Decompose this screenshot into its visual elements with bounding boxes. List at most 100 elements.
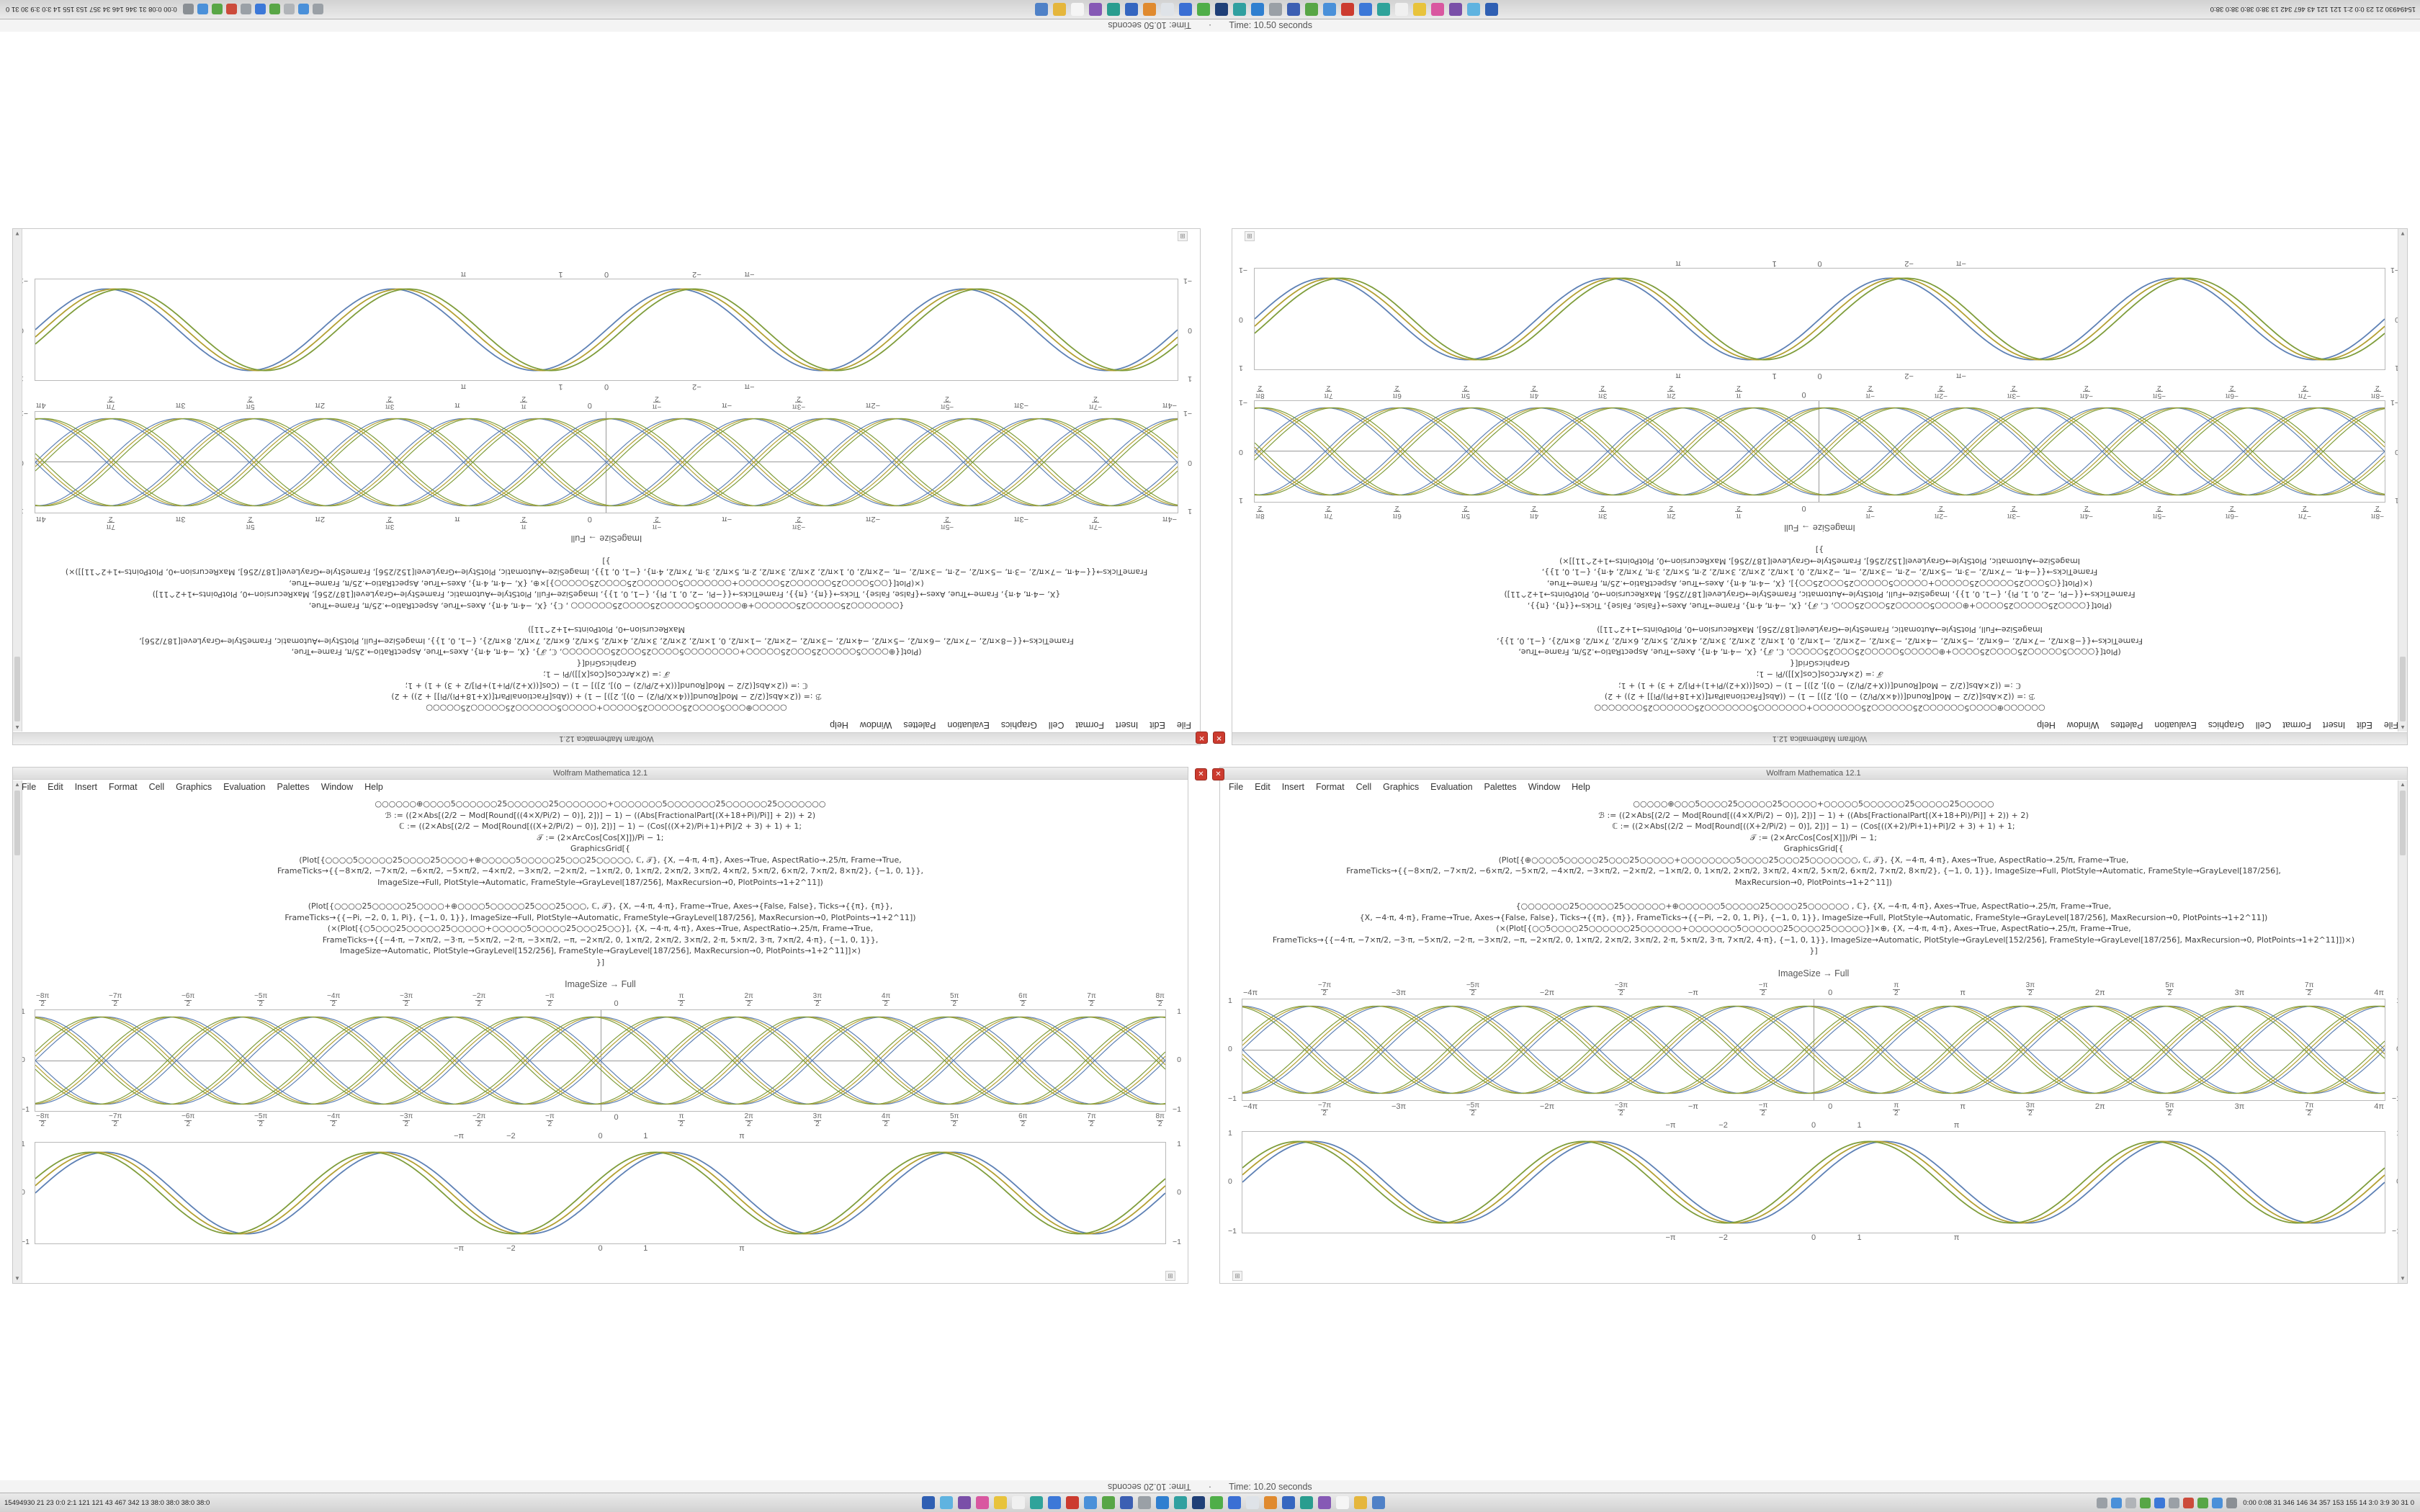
taskbar-app-icon-3[interactable] — [1449, 3, 1463, 16]
taskbar-app-icon-9[interactable] — [1341, 3, 1355, 16]
tray-icon-2[interactable] — [2111, 1497, 2123, 1508]
taskbar-app-icon-11[interactable] — [1305, 3, 1319, 16]
menu-item-evaluation[interactable]: Evaluation — [947, 720, 990, 730]
taskbar-app-icon-11[interactable] — [1101, 1496, 1115, 1509]
scrollbar[interactable]: ▲ ▼ — [13, 780, 22, 1283]
menu-item-graphics[interactable]: Graphics — [1000, 720, 1037, 730]
taskbar-app-icon-13[interactable] — [1137, 1496, 1151, 1509]
scroll-up-icon[interactable]: ▲ — [2400, 724, 2406, 731]
resize-grip[interactable]: ⊞ — [1165, 1271, 1175, 1281]
scroll-up-icon[interactable]: ▲ — [14, 724, 20, 731]
taskbar-app-icon-15[interactable] — [1173, 1496, 1187, 1509]
menu-item-help[interactable]: Help — [364, 782, 383, 792]
scroll-down-icon[interactable]: ▼ — [2400, 230, 2406, 237]
menu-item-insert[interactable]: Insert — [1281, 782, 1304, 792]
taskbar-app-icon-21[interactable] — [1125, 3, 1139, 16]
taskbar-app-icon-7[interactable] — [1029, 1496, 1043, 1509]
tray-icon-9[interactable] — [2212, 1497, 2223, 1508]
taskbar-app-icon-6[interactable] — [1395, 3, 1409, 16]
taskbar-app-icon-24[interactable] — [1071, 3, 1085, 16]
tray-icon-7[interactable] — [2183, 1497, 2195, 1508]
close-icon[interactable]: ✕ — [1213, 732, 1225, 744]
taskbar-app-icon-3[interactable] — [957, 1496, 971, 1509]
tray-icon-8[interactable] — [2197, 1497, 2209, 1508]
menu-item-graphics[interactable]: Graphics — [2208, 720, 2244, 730]
taskbar-app-icon-10[interactable] — [1083, 1496, 1097, 1509]
taskbar-app-icon-4[interactable] — [975, 1496, 989, 1509]
taskbar-app-icon-8[interactable] — [1047, 1496, 1061, 1509]
menu-item-graphics[interactable]: Graphics — [1383, 782, 1420, 792]
tray-icon-8[interactable] — [211, 4, 223, 15]
menu-item-window[interactable]: Window — [2066, 720, 2099, 730]
menu-item-insert[interactable]: Insert — [74, 782, 97, 792]
menu-item-edit[interactable]: Edit — [48, 782, 63, 792]
tray-icon-1[interactable] — [2097, 1497, 2108, 1508]
menu-item-window[interactable]: Window — [1528, 782, 1561, 792]
taskbar-app-icon-16[interactable] — [1215, 3, 1229, 16]
menu-item-cell[interactable]: Cell — [1355, 782, 1372, 792]
resize-grip[interactable]: ⊞ — [1245, 231, 1255, 241]
scroll-up-icon[interactable]: ▲ — [14, 781, 20, 788]
scroll-down-icon[interactable]: ▼ — [2400, 1275, 2406, 1282]
menu-item-file[interactable]: File — [2383, 720, 2398, 730]
tray-icon-1[interactable] — [312, 4, 323, 15]
menu-item-cell[interactable]: Cell — [1048, 720, 1065, 730]
scrollbar-thumb[interactable] — [2400, 791, 2406, 855]
scroll-up-icon[interactable]: ▲ — [2400, 781, 2406, 788]
menu-item-graphics[interactable]: Graphics — [176, 782, 212, 792]
tray-icon-7[interactable] — [225, 4, 237, 15]
menu-item-format[interactable]: Format — [2282, 720, 2312, 730]
scroll-down-icon[interactable]: ▼ — [14, 1275, 20, 1282]
menu-item-evaluation[interactable]: Evaluation — [1430, 782, 1473, 792]
menu-item-help[interactable]: Help — [2037, 720, 2056, 730]
taskbar-app-icon-22[interactable] — [1299, 1496, 1313, 1509]
taskbar-app-icon-5[interactable] — [993, 1496, 1007, 1509]
taskbar-app-icon-19[interactable] — [1161, 3, 1175, 16]
menu-item-window[interactable]: Window — [859, 720, 892, 730]
menu-item-window[interactable]: Window — [321, 782, 354, 792]
menu-item-file[interactable]: File — [22, 782, 37, 792]
scrollbar-thumb[interactable] — [14, 657, 20, 721]
menu-item-file[interactable]: File — [1229, 782, 1244, 792]
scrollbar-thumb[interactable] — [14, 791, 20, 855]
taskbar-app-icon-13[interactable] — [1269, 3, 1283, 16]
taskbar-app-icon-24[interactable] — [1335, 1496, 1349, 1509]
menu-item-evaluation[interactable]: Evaluation — [2154, 720, 2197, 730]
taskbar-app-icon-6[interactable] — [1011, 1496, 1025, 1509]
tray-icon-6[interactable] — [240, 4, 251, 15]
taskbar-app-icon-21[interactable] — [1281, 1496, 1295, 1509]
menu-item-evaluation[interactable]: Evaluation — [223, 782, 266, 792]
tray-icon-4[interactable] — [269, 4, 280, 15]
menu-item-palettes[interactable]: Palettes — [277, 782, 310, 792]
taskbar-app-icon-19[interactable] — [1245, 1496, 1259, 1509]
taskbar-app-icon-20[interactable] — [1263, 1496, 1277, 1509]
menu-item-cell[interactable]: Cell — [148, 782, 165, 792]
taskbar-app-icon-12[interactable] — [1287, 3, 1301, 16]
taskbar-app-icon-2[interactable] — [1467, 3, 1481, 16]
tray-icon-3[interactable] — [2125, 1497, 2137, 1508]
menu-item-help[interactable]: Help — [830, 720, 848, 730]
taskbar-app-icon-1[interactable] — [1485, 3, 1499, 16]
tray-icon-10[interactable] — [182, 4, 194, 15]
taskbar-app-icon-2[interactable] — [939, 1496, 953, 1509]
taskbar-app-icon-25[interactable] — [1053, 3, 1067, 16]
taskbar-app-icon-17[interactable] — [1197, 3, 1211, 16]
menu-item-format[interactable]: Format — [108, 782, 138, 792]
scrollbar[interactable]: ▲ ▼ — [2398, 780, 2407, 1283]
tray-icon-5[interactable] — [254, 4, 266, 15]
resize-grip[interactable]: ⊞ — [1178, 231, 1188, 241]
taskbar-app-icon-25[interactable] — [1353, 1496, 1367, 1509]
taskbar-app-icon-23[interactable] — [1317, 1496, 1331, 1509]
menu-item-help[interactable]: Help — [1572, 782, 1590, 792]
taskbar-app-icon-1[interactable] — [921, 1496, 935, 1509]
tray-icon-9[interactable] — [197, 4, 208, 15]
taskbar-app-icon-10[interactable] — [1323, 3, 1337, 16]
scroll-down-icon[interactable]: ▼ — [14, 230, 20, 237]
taskbar-app-icon-18[interactable] — [1227, 1496, 1241, 1509]
taskbar[interactable]: 15494930 21 23 0:0 2:1 121 121 43 467 34… — [0, 0, 2420, 19]
menu-item-edit[interactable]: Edit — [2357, 720, 2372, 730]
menu-item-format[interactable]: Format — [1315, 782, 1345, 792]
taskbar-app-icon-7[interactable] — [1377, 3, 1391, 16]
taskbar-app-icon-4[interactable] — [1431, 3, 1445, 16]
taskbar-app-icon-8[interactable] — [1359, 3, 1373, 16]
